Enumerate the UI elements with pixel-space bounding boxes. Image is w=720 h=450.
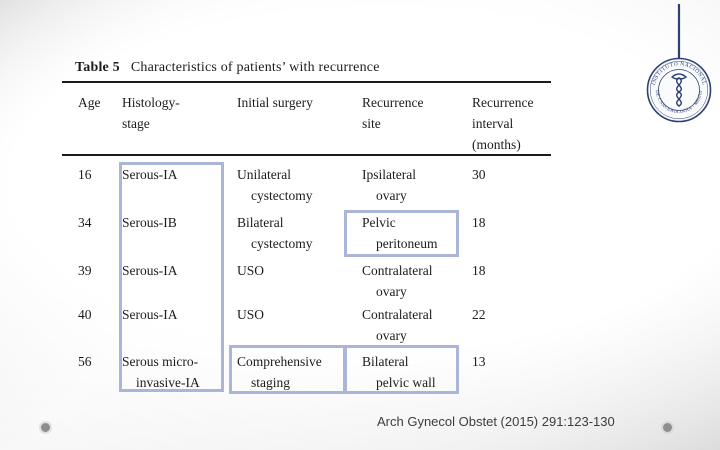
cell-surgery: USO <box>237 263 265 278</box>
header-initial-surgery: Initial surgery <box>237 95 313 110</box>
cell-site: Pelvic peritoneum <box>362 215 438 251</box>
table-number-label: Table 5 <box>75 60 120 75</box>
highlight-box-bilateral-pelvic-wall <box>344 345 459 394</box>
header-recurrence-site: Recurrence site <box>362 95 424 131</box>
cell-interval: 30 <box>472 167 486 182</box>
cell-age: 40 <box>78 307 92 322</box>
cell-interval: 22 <box>472 307 486 322</box>
table-header-rule <box>62 154 551 156</box>
cell-histology: Serous-IA <box>122 307 178 322</box>
cell-age: 56 <box>78 354 92 369</box>
cell-histology: Serous-IA <box>122 167 178 182</box>
header-age: Age <box>78 95 101 110</box>
table-title: Table 5 Characteristics of patients’ with… <box>75 60 380 76</box>
citation-text: Arch Gynecol Obstet (2015) 291:123-130 <box>377 414 615 429</box>
decorative-dot-right <box>663 423 672 432</box>
header-recurrence-interval: Recurrence interval (months) <box>472 95 534 152</box>
cell-site: Contralateral ovary <box>362 307 433 343</box>
seal-inner-ring <box>658 69 700 111</box>
cell-surgery: Comprehensive staging <box>237 354 322 390</box>
cell-interval: 18 <box>472 263 486 278</box>
cell-histology: Serous micro- invasive-IA <box>122 354 200 390</box>
cell-age: 39 <box>78 263 92 278</box>
cell-histology: Serous-IA <box>122 263 178 278</box>
decorative-dot-left <box>41 423 50 432</box>
table-title-text: Characteristics of patients’ with recurr… <box>130 60 380 75</box>
highlight-box-histology-column <box>119 162 224 392</box>
cell-histology: Serous-IB <box>122 215 177 230</box>
cell-site: Bilateral pelvic wall <box>362 354 436 390</box>
cell-interval: 13 <box>472 354 486 369</box>
institute-seal-logo: INSTITUTO NACIONAL DE CANCEROLOGÍA - Méx… <box>646 4 712 123</box>
cell-surgery: USO <box>237 307 265 322</box>
caduceus-icon <box>671 73 688 107</box>
table-top-rule <box>62 81 551 83</box>
cell-age: 34 <box>78 215 92 230</box>
cell-site: Ipsilateral ovary <box>362 167 416 203</box>
header-histology-stage: Histology- stage <box>122 95 180 131</box>
cell-surgery: Unilateral cystectomy <box>237 167 313 203</box>
cell-interval: 18 <box>472 215 486 230</box>
cell-age: 16 <box>78 167 92 182</box>
highlight-box-comprehensive-staging <box>229 345 346 394</box>
highlight-box-pelvic-peritoneum <box>344 210 459 257</box>
seal-outer-ring <box>646 57 712 123</box>
cell-site: Contralateral ovary <box>362 263 433 299</box>
cell-surgery: Bilateral cystectomy <box>237 215 313 251</box>
